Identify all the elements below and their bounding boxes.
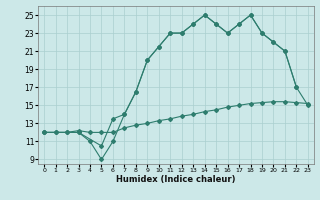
X-axis label: Humidex (Indice chaleur): Humidex (Indice chaleur): [116, 175, 236, 184]
